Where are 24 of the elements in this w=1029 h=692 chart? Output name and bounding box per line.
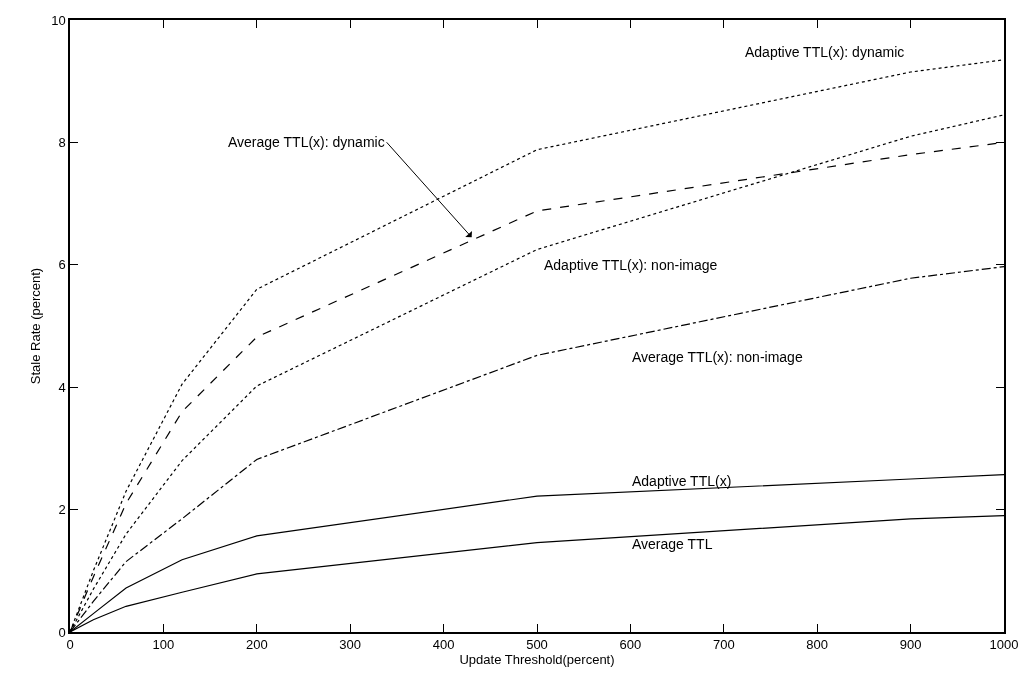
y-tick-label: 8	[58, 134, 66, 150]
y-tick-label: 4	[58, 379, 66, 395]
y-axis-title: Stale Rate (percent)	[27, 267, 43, 385]
x-tick-label: 100	[152, 637, 175, 653]
x-tick-label: 900	[899, 637, 922, 653]
annotation: Average TTL(x): non-image	[632, 349, 803, 365]
y-tick-label: 0	[58, 624, 66, 640]
annotation: Average TTL(x): dynamic	[228, 134, 385, 150]
y-tick-label: 10	[51, 12, 66, 28]
x-tick-label: 1000	[989, 637, 1019, 653]
annotation: Adaptive TTL(x)	[632, 473, 732, 489]
x-tick-label: 600	[619, 637, 642, 653]
x-tick-label: 200	[245, 637, 268, 653]
x-tick-label: 300	[339, 637, 362, 653]
x-tick-label: 700	[712, 637, 735, 653]
annotation: Adaptive TTL(x): non-image	[544, 257, 718, 273]
y-tick-label: 2	[58, 502, 66, 518]
annotation: Adaptive TTL(x): dynamic	[745, 44, 905, 60]
x-tick-label: 400	[432, 637, 455, 653]
annotation: Average TTL	[632, 536, 713, 552]
x-tick-label: 500	[526, 637, 548, 653]
x-tick-label: 800	[806, 637, 829, 653]
y-tick-label: 6	[58, 257, 66, 273]
x-axis-title: Update Threshold(percent)	[459, 652, 615, 668]
